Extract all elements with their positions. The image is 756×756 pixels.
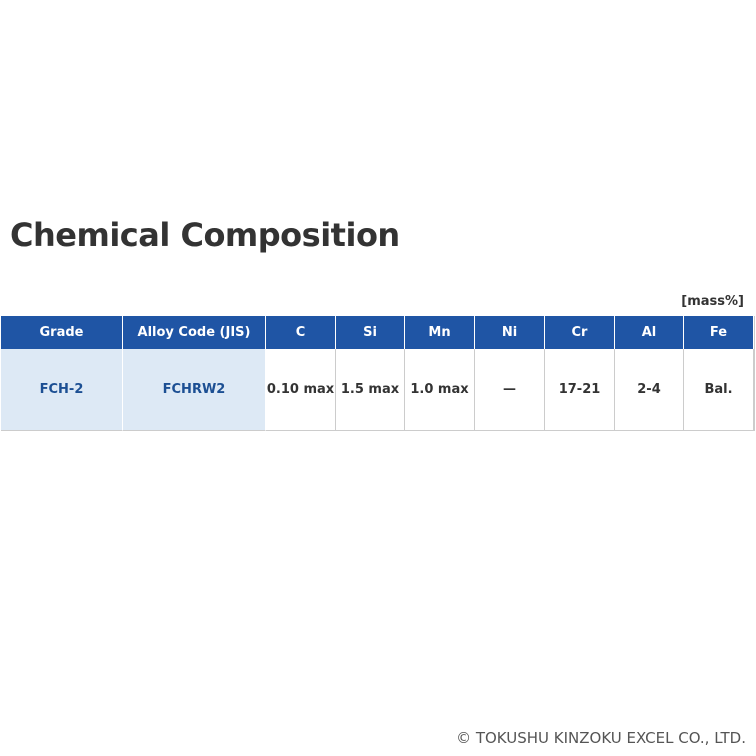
header-cell: Al <box>615 316 684 349</box>
table-cell: FCH-2 <box>1 349 123 431</box>
header-cell: Cr <box>545 316 615 349</box>
header-cell: Grade <box>1 316 123 349</box>
header-cell: Fe <box>684 316 754 349</box>
header-cell: Mn <box>405 316 475 349</box>
table-cell: 2-4 <box>615 349 684 431</box>
composition-table: Grade Alloy Code (JIS) C Si Mn Ni Cr Al Fe FCH-2 F… <box>1 316 755 431</box>
header-cell: Alloy Code (JIS) <box>123 316 266 349</box>
title: Chemical Composition <box>10 216 400 254</box>
table-cell: 1.5 max <box>336 349 405 431</box>
table-cell: 0.10 max <box>266 349 336 431</box>
unit: [mass%] <box>681 294 744 309</box>
header-cell: Si <box>336 316 405 349</box>
footer: © TOKUSHU KINZOKU EXCEL CO., LTD. <box>456 729 746 747</box>
header-cell: Ni <box>475 316 545 349</box>
table-cell: FCHRW2 <box>123 349 266 431</box>
header-cell: C <box>266 316 336 349</box>
table-cell: 17-21 <box>545 349 615 431</box>
table-cell: 1.0 max <box>405 349 475 431</box>
table-cell: Bal. <box>684 349 754 431</box>
table-cell: — <box>475 349 545 431</box>
